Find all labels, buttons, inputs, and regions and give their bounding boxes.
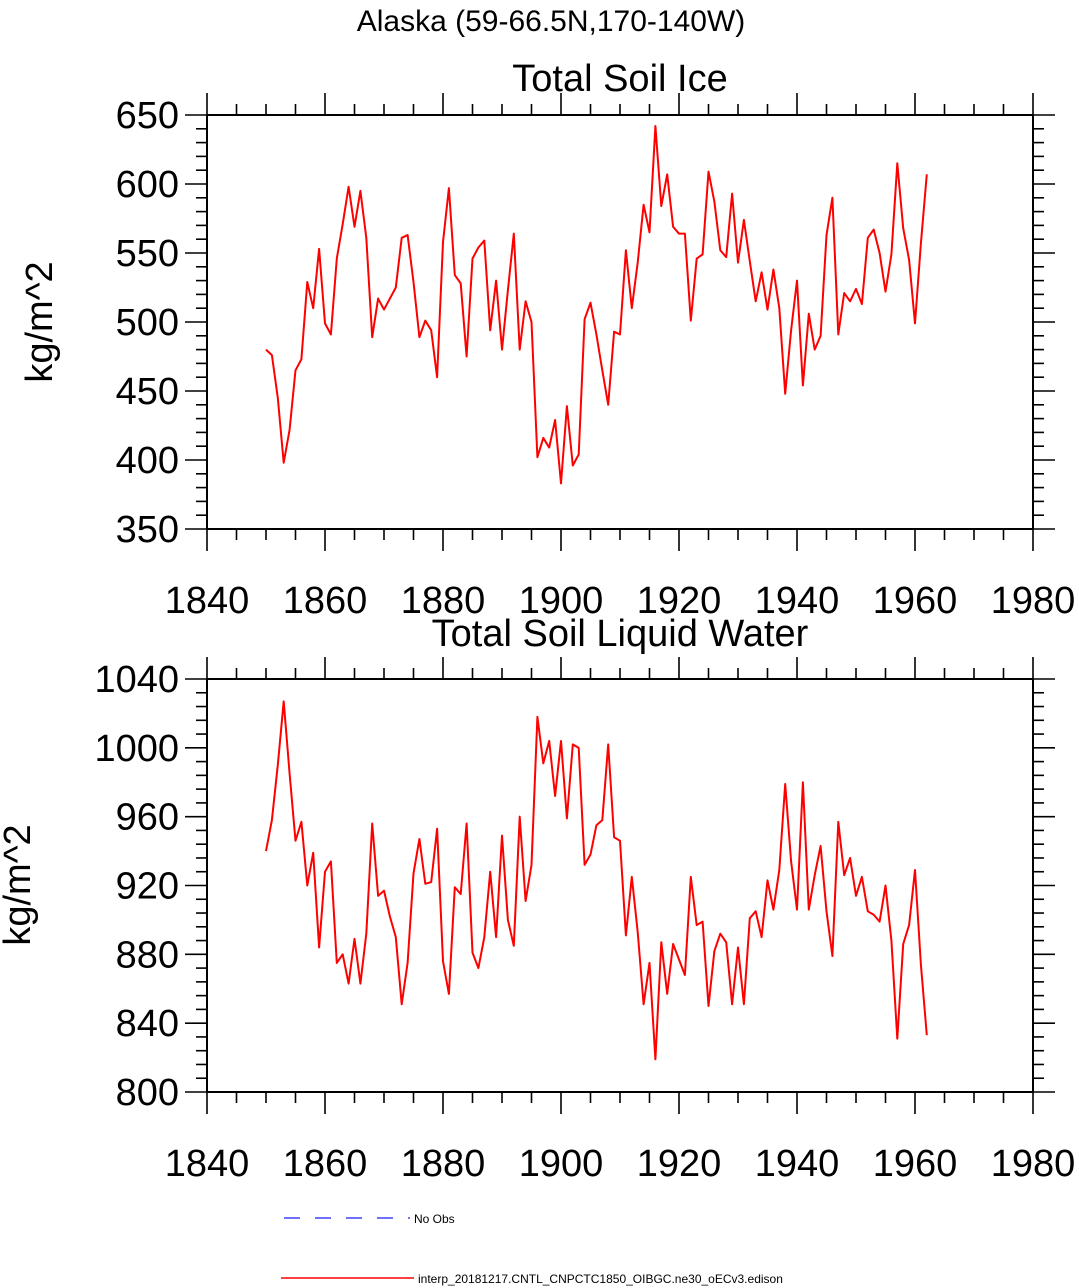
x-tick-label: 1920 (637, 580, 722, 622)
x-tick-label: 1980 (991, 580, 1076, 622)
x-tick-labels: 1840 1860 1880 1900 1920 1940 1960 1980 (165, 1143, 1076, 1185)
plot-frame (206, 114, 1034, 530)
y-tick-label: 350 (116, 509, 179, 551)
x-tick-labels: 1840 1860 1880 1900 1920 1940 1960 1980 (165, 580, 1076, 622)
x-tick-label: 1860 (283, 1143, 368, 1185)
x-tick-label: 1940 (755, 580, 840, 622)
legend-label-no-obs: No Obs (414, 1212, 455, 1226)
chart-panel-soil-liquid-water: Total Soil Liquid Water kg/m^2 800 840 880… (0, 613, 1075, 1185)
y-tick-label: 450 (116, 371, 179, 413)
y-tick-label: 600 (116, 164, 179, 206)
y-tick-label: 920 (116, 866, 179, 908)
legend-label-model: interp_20181217.CNTL_CNPCTC1850_OIBGC.ne… (418, 1272, 783, 1286)
axis-ticks (185, 657, 1055, 1114)
x-tick-label: 1940 (755, 1143, 840, 1185)
soil-ice-series-line (265, 125, 928, 485)
y-tick-label: 840 (116, 1003, 179, 1045)
y-tick-label: 880 (116, 934, 179, 976)
y-tick-label: 1000 (94, 728, 179, 770)
axis-ticks (185, 93, 1055, 551)
x-tick-label: 1880 (401, 1143, 486, 1185)
figure-suptitle: Alaska (59-66.5N,170-140W) (357, 5, 746, 38)
x-tick-label: 1960 (873, 580, 958, 622)
chart-panel-soil-ice: Total Soil Ice kg/m^2 350 400 450 500 550 600… (19, 58, 1075, 622)
y-tick-label: 550 (116, 233, 179, 275)
x-tick-label: 1920 (637, 1143, 722, 1185)
x-tick-label: 1960 (873, 1143, 958, 1185)
plot-frame (206, 678, 1034, 1093)
y-tick-labels: 800 840 880 920 960 1000 1040 (94, 659, 179, 1114)
y-tick-label: 400 (116, 440, 179, 482)
y-tick-label: 960 (116, 797, 179, 839)
y-tick-label: 1040 (94, 659, 179, 701)
x-tick-label: 1840 (165, 580, 250, 622)
x-tick-label: 1900 (519, 580, 604, 622)
x-tick-label: 1980 (991, 1143, 1076, 1185)
chart-title: Total Soil Liquid Water (432, 613, 809, 655)
x-tick-label: 1860 (283, 580, 368, 622)
y-tick-label: 500 (116, 302, 179, 344)
y-axis-label: kg/m^2 (19, 261, 61, 382)
y-tick-label: 650 (116, 95, 179, 137)
y-tick-labels: 350 400 450 500 550 600 650 (116, 95, 179, 551)
y-axis-label: kg/m^2 (0, 824, 39, 945)
x-tick-label: 1880 (401, 580, 486, 622)
soil-liquid-water-series-line (265, 700, 928, 1061)
x-tick-label: 1900 (519, 1143, 604, 1185)
x-tick-label: 1840 (165, 1143, 250, 1185)
y-tick-label: 800 (116, 1072, 179, 1114)
chart-title: Total Soil Ice (512, 58, 727, 100)
legend: No Obs interp_20181217.CNTL_CNPCTC1850_O… (281, 1212, 783, 1286)
